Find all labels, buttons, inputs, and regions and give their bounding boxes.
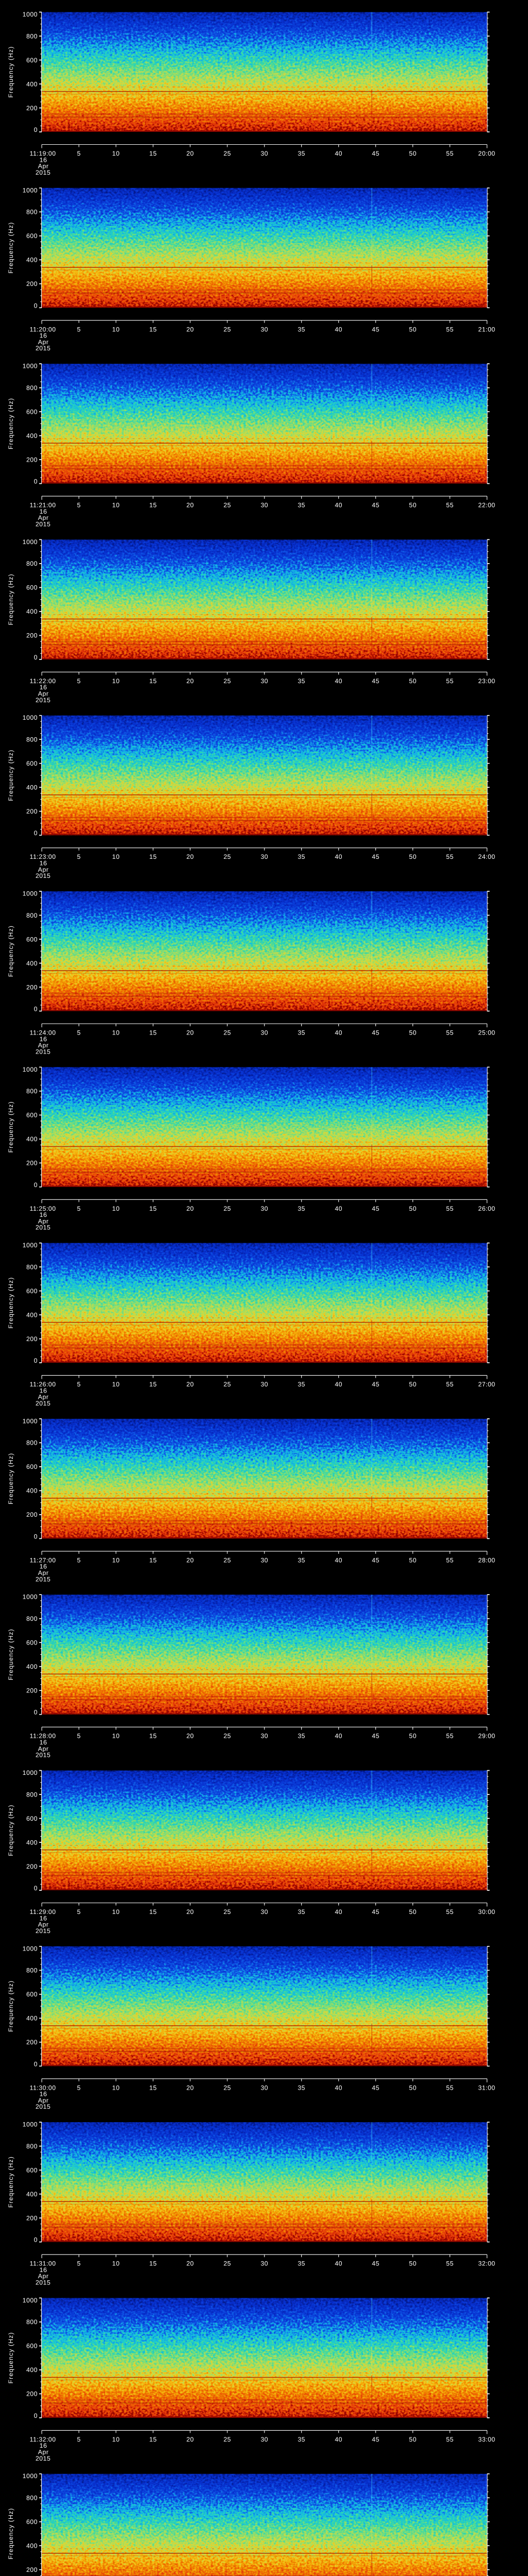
svg-text:16: 16 (40, 860, 47, 867)
svg-text:21:00: 21:00 (478, 326, 495, 333)
svg-text:16: 16 (40, 156, 47, 163)
svg-text:2015: 2015 (36, 1575, 51, 1583)
svg-text:11:30:00: 11:30:00 (30, 2084, 56, 2091)
svg-text:26:00: 26:00 (478, 1205, 495, 1212)
svg-text:2015: 2015 (36, 345, 51, 352)
svg-text:16: 16 (40, 1914, 47, 1922)
svg-text:16: 16 (40, 1739, 47, 1746)
svg-text:27:00: 27:00 (478, 1381, 495, 1388)
svg-text:2015: 2015 (36, 697, 51, 704)
svg-text:Apr: Apr (38, 1394, 49, 1401)
svg-text:11:20:00: 11:20:00 (30, 326, 56, 333)
svg-text:11:23:00: 11:23:00 (30, 853, 56, 860)
svg-text:16: 16 (40, 2266, 47, 2274)
svg-text:Apr: Apr (38, 514, 49, 521)
svg-text:16: 16 (40, 684, 47, 691)
svg-text:25:00: 25:00 (478, 1029, 495, 1037)
svg-text:24:00: 24:00 (478, 853, 495, 860)
svg-text:2015: 2015 (36, 521, 51, 528)
svg-text:31:00: 31:00 (478, 2084, 495, 2091)
svg-text:Apr: Apr (38, 338, 49, 346)
svg-text:11:25:00: 11:25:00 (30, 1205, 56, 1212)
svg-text:Apr: Apr (38, 2097, 49, 2104)
svg-text:2015: 2015 (36, 1224, 51, 1231)
svg-text:16: 16 (40, 332, 47, 340)
svg-text:16: 16 (40, 1036, 47, 1043)
svg-text:Apr: Apr (38, 1569, 49, 1577)
svg-text:2015: 2015 (36, 2279, 51, 2286)
svg-text:Apr: Apr (38, 1042, 49, 1049)
svg-text:2015: 2015 (36, 1048, 51, 1055)
svg-text:Apr: Apr (38, 2449, 49, 2456)
svg-text:Apr: Apr (38, 1745, 49, 1752)
svg-text:23:00: 23:00 (478, 677, 495, 685)
svg-text:11:31:00: 11:31:00 (30, 2260, 56, 2267)
svg-text:Apr: Apr (38, 1217, 49, 1225)
svg-text:11:29:00: 11:29:00 (30, 1908, 56, 1916)
svg-text:16: 16 (40, 508, 47, 515)
svg-text:33:00: 33:00 (478, 2436, 495, 2443)
svg-text:30:00: 30:00 (478, 1908, 495, 1916)
svg-text:20:00: 20:00 (478, 150, 495, 157)
svg-text:2015: 2015 (36, 1927, 51, 1935)
svg-text:2015: 2015 (36, 1400, 51, 1407)
svg-text:11:21:00: 11:21:00 (30, 502, 56, 509)
svg-text:11:28:00: 11:28:00 (30, 1733, 56, 1740)
svg-text:2015: 2015 (36, 2103, 51, 2110)
svg-text:11:22:00: 11:22:00 (30, 677, 56, 685)
svg-text:16: 16 (40, 2091, 47, 2098)
svg-text:2015: 2015 (36, 1752, 51, 1759)
svg-text:29:00: 29:00 (478, 1733, 495, 1740)
svg-text:16: 16 (40, 1211, 47, 1218)
svg-text:11:26:00: 11:26:00 (30, 1381, 56, 1388)
svg-text:11:24:00: 11:24:00 (30, 1029, 56, 1037)
svg-text:Apr: Apr (38, 866, 49, 873)
svg-text:16: 16 (40, 1563, 47, 1570)
svg-text:16: 16 (40, 2442, 47, 2449)
svg-text:Apr: Apr (38, 690, 49, 698)
svg-text:28:00: 28:00 (478, 1556, 495, 1564)
svg-text:Apr: Apr (38, 1921, 49, 1928)
svg-text:22:00: 22:00 (478, 502, 495, 509)
svg-text:11:32:00: 11:32:00 (30, 2436, 56, 2443)
svg-text:Apr: Apr (38, 163, 49, 170)
svg-text:11:19:00: 11:19:00 (30, 150, 56, 157)
svg-text:16: 16 (40, 1387, 47, 1394)
svg-text:Apr: Apr (38, 2273, 49, 2280)
svg-text:32:00: 32:00 (478, 2260, 495, 2267)
svg-text:2015: 2015 (36, 872, 51, 879)
svg-text:2015: 2015 (36, 169, 51, 176)
svg-text:11:27:00: 11:27:00 (30, 1556, 56, 1564)
svg-text:2015: 2015 (36, 2455, 51, 2462)
